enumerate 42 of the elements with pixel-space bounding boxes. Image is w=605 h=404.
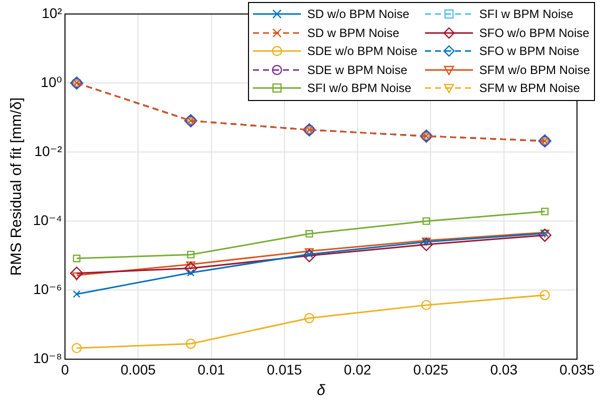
point xyxy=(70,266,84,280)
x-tick-label: 0.005 xyxy=(120,361,156,378)
y-tick-label: 10⁻⁴ xyxy=(32,212,62,228)
x-tick-label: 0 xyxy=(61,361,70,378)
y-tick-label: 10⁻⁶ xyxy=(33,281,62,298)
x-tick-label: 0.025 xyxy=(413,361,448,378)
point xyxy=(306,230,314,238)
legend-label: SFI w BPM Noise xyxy=(479,7,574,22)
point xyxy=(538,228,552,242)
x-tick-label: 0.02 xyxy=(344,361,372,378)
x-axis-title: δ xyxy=(316,382,326,400)
point xyxy=(302,249,316,262)
x-tick-label: 0.015 xyxy=(266,361,302,378)
point xyxy=(421,300,432,310)
legend-label: SFO w BPM Noise xyxy=(479,44,580,58)
point xyxy=(187,250,195,258)
point xyxy=(420,238,433,252)
point xyxy=(72,254,80,262)
legend-label: SD w/o BPM Noise xyxy=(307,7,410,22)
point xyxy=(422,217,430,225)
y-tick-label: 10⁰ xyxy=(40,74,62,90)
x-tick-label: 0.03 xyxy=(490,361,518,378)
legend-label: SD w BPM Noise xyxy=(307,26,400,40)
legend-label: SFO w/o BPM Noise xyxy=(479,26,590,40)
point xyxy=(540,290,550,300)
x-tick-label: 0.035 xyxy=(559,361,595,378)
legend-label: SDE w BPM Noise xyxy=(307,62,408,77)
legend-label: SDE w/o BPM Noise xyxy=(307,44,418,58)
point xyxy=(184,262,198,275)
point xyxy=(72,342,82,354)
point xyxy=(304,313,314,324)
legend-label: SFM w BPM Noise xyxy=(479,81,580,96)
y-tick-label: 10⁻² xyxy=(34,142,62,159)
point xyxy=(541,208,549,216)
y-tick-label: 10² xyxy=(42,4,62,21)
point xyxy=(72,290,80,298)
y-axis-title: RMS Residual of fit [mm/δ] xyxy=(8,97,26,276)
point xyxy=(186,338,196,349)
y-tick-label: 10⁻⁸ xyxy=(33,350,62,366)
x-tick-label: 0.01 xyxy=(198,361,226,378)
legend-label: SFI w/o BPM Noise xyxy=(307,81,412,96)
legend-label: SFM w/o BPM Noise xyxy=(479,62,590,77)
